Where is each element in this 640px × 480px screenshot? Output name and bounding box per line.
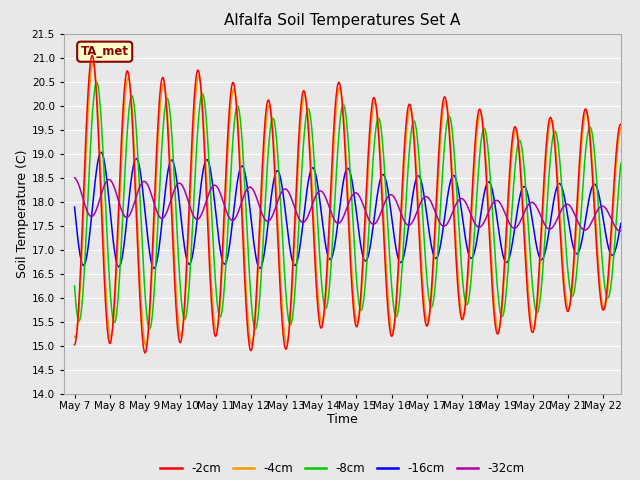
Text: TA_met: TA_met [81, 45, 129, 58]
Title: Alfalfa Soil Temperatures Set A: Alfalfa Soil Temperatures Set A [224, 13, 461, 28]
X-axis label: Time: Time [327, 413, 358, 426]
Legend: -2cm, -4cm, -8cm, -16cm, -32cm: -2cm, -4cm, -8cm, -16cm, -32cm [156, 457, 529, 480]
Y-axis label: Soil Temperature (C): Soil Temperature (C) [16, 149, 29, 278]
